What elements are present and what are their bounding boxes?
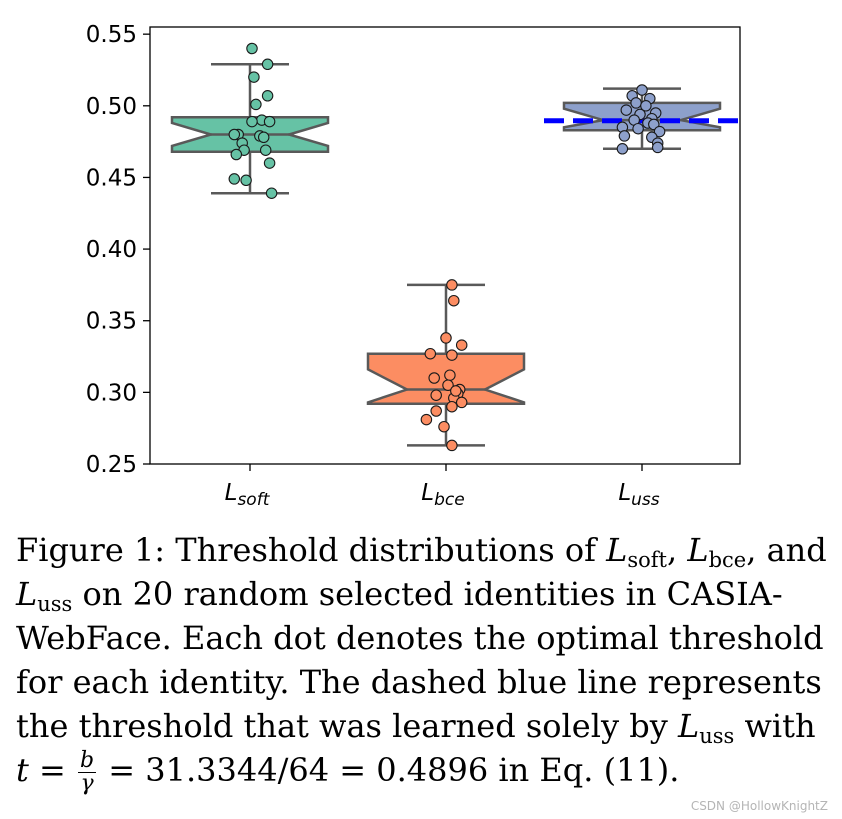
caption-line: for each identity. The dashed blue line … [16, 660, 822, 704]
data-point [440, 332, 452, 344]
caption-text: Figure 1: Threshold distributions of [16, 531, 607, 569]
caption-text: with [734, 707, 816, 745]
data-point [632, 122, 644, 135]
strip-points-uss [616, 84, 666, 155]
caption-text: on 20 random selected identities in CASI… [72, 575, 783, 613]
caption-text: , and [746, 531, 827, 569]
caption-math: Lsoft [606, 531, 667, 572]
data-point [228, 128, 241, 141]
data-point [420, 413, 433, 426]
x-tick-label-soft: Lsoft [225, 480, 271, 510]
data-point [446, 349, 458, 361]
y-tick-label: 0.55 [86, 22, 137, 48]
x-tick-label-uss: Luss [618, 480, 659, 510]
caption-line: Figure 1: Threshold distributions of Lso… [16, 528, 827, 572]
data-point [228, 173, 241, 185]
data-point [616, 143, 629, 155]
data-point [257, 131, 270, 144]
data-point [230, 148, 243, 161]
y-tick-label: 0.45 [86, 165, 137, 191]
caption-text: , [666, 531, 688, 569]
data-point [444, 369, 456, 381]
y-tick-label: 0.25 [86, 452, 137, 478]
y-tick-label: 0.40 [86, 237, 137, 263]
caption-math: Luss [16, 575, 73, 616]
data-point [430, 389, 442, 401]
data-point [438, 420, 450, 433]
data-point [450, 385, 462, 397]
data-point [246, 42, 258, 55]
data-point [446, 400, 458, 413]
data-point [448, 294, 460, 307]
data-point [246, 115, 258, 128]
data-point [250, 98, 262, 111]
caption-line: the threshold that was learned solely by… [16, 704, 816, 748]
data-point [424, 347, 437, 360]
data-point [653, 125, 666, 138]
strip-points-bce [420, 279, 468, 452]
data-point [261, 58, 274, 71]
y-tick-label: 0.30 [86, 380, 137, 406]
data-point [640, 100, 652, 112]
caption-math: Lbce [687, 531, 747, 572]
caption-text: = 31.3344/64 = 0.4896 in Eq. (11). [98, 751, 680, 789]
caption-text: WebFace. Each dot denotes the optimal th… [16, 619, 824, 657]
caption-text: = [28, 751, 77, 789]
caption-math: Luss [677, 707, 735, 748]
axes-frame [149, 26, 741, 465]
data-point [259, 144, 272, 156]
data-point [455, 339, 468, 351]
data-point [263, 115, 276, 128]
x-tick-label-bce: Lbce [421, 480, 464, 510]
data-point [618, 130, 631, 142]
caption-line: WebFace. Each dot denotes the optimal th… [16, 616, 824, 660]
data-point [428, 372, 440, 384]
data-point [455, 396, 468, 409]
data-point [620, 104, 633, 116]
figure-caption: Figure 1: Threshold distributions of Lso… [16, 528, 827, 795]
data-point [446, 279, 458, 291]
data-point [261, 90, 274, 102]
watermark: CSDN @HollowKnightZ [690, 799, 828, 813]
caption-text: for each identity. The dashed blue line … [16, 663, 822, 701]
axes: 0.25 0.30 0.35 0.40 0.45 0.50 0.55 Lsoft Lbce Lus… [86, 22, 660, 510]
data-point [442, 379, 454, 391]
data-point [248, 71, 260, 83]
data-point [651, 141, 664, 154]
data-point [446, 439, 458, 452]
data-point [430, 405, 442, 417]
box-group-bce [366, 283, 526, 447]
data-point [240, 174, 252, 187]
y-tick-label: 0.35 [86, 309, 137, 335]
strip-points-soft [228, 42, 278, 199]
data-point [636, 84, 648, 96]
data-point [263, 157, 276, 169]
data-point [630, 97, 642, 109]
caption-math: t [16, 751, 29, 789]
data-point [265, 187, 278, 199]
y-tick-label: 0.50 [86, 94, 137, 120]
box-plot-figure: 0.25 0.30 0.35 0.40 0.45 0.50 0.55 Lsoft Lbce Lus… [86, 22, 741, 510]
caption-text: the threshold that was learned solely by [16, 707, 678, 745]
plot-area [170, 42, 740, 452]
box-group-soft [170, 63, 330, 195]
caption-line: Luss on 20 random selected identities in… [16, 572, 816, 616]
